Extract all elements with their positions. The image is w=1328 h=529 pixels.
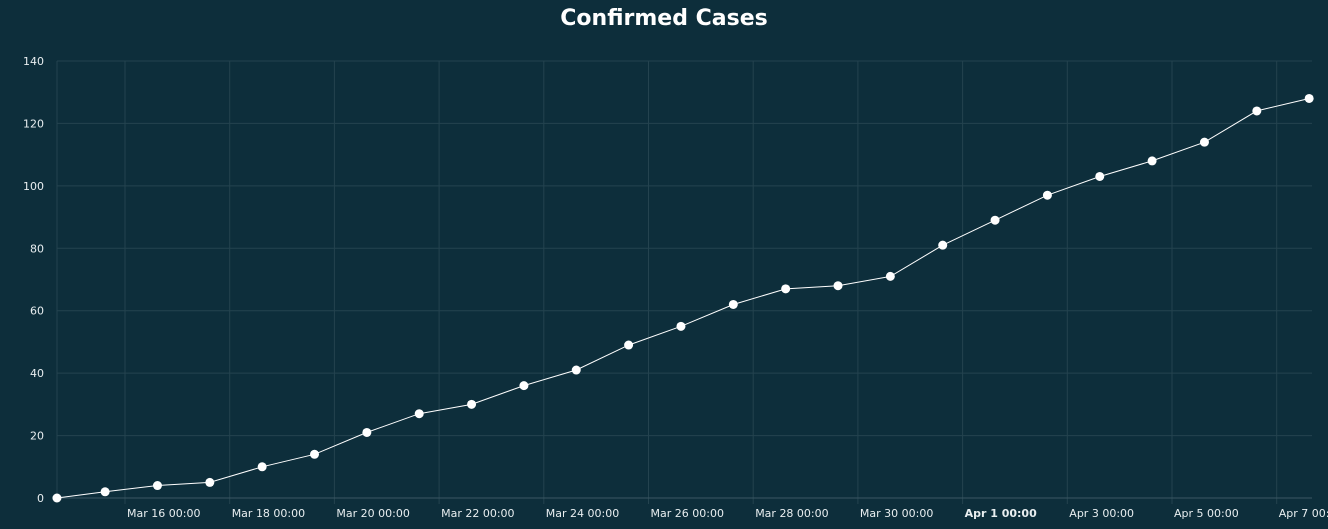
x-tick-label: Mar 16 00:00 <box>127 507 200 520</box>
data-point <box>257 462 267 472</box>
data-point <box>467 399 477 409</box>
data-point <box>152 481 162 491</box>
y-tick-label: 100 <box>23 180 44 193</box>
data-point <box>885 271 895 281</box>
data-point <box>1199 137 1209 147</box>
data-point <box>781 284 791 294</box>
data-point <box>205 477 215 487</box>
data-point <box>728 299 738 309</box>
x-tick-label: Mar 28 00:00 <box>755 507 828 520</box>
data-point <box>362 427 372 437</box>
y-tick-label: 140 <box>23 55 44 68</box>
data-point <box>414 409 424 419</box>
data-point <box>519 381 529 391</box>
data-point <box>624 340 634 350</box>
data-point <box>310 449 320 459</box>
chart-title: Confirmed Cases <box>560 6 768 31</box>
y-tick-label: 40 <box>30 367 44 380</box>
data-point <box>52 493 62 503</box>
x-tick-label: Mar 18 00:00 <box>232 507 305 520</box>
series-line <box>56 98 1310 499</box>
x-tick-label: Mar 20 00:00 <box>336 507 409 520</box>
y-tick-label: 80 <box>30 242 44 255</box>
y-tick-label: 20 <box>30 430 44 443</box>
data-point <box>938 240 948 250</box>
data-point <box>833 281 843 291</box>
data-point <box>1304 93 1314 103</box>
data-point <box>1252 106 1262 116</box>
y-tick-label: 120 <box>23 117 44 130</box>
y-tick-label: 0 <box>37 492 44 505</box>
data-point <box>676 321 686 331</box>
x-tick-label: Mar 24 00:00 <box>546 507 619 520</box>
data-point <box>990 215 1000 225</box>
x-tick-label: Apr 3 00:00 <box>1069 507 1134 520</box>
data-point <box>1042 190 1052 200</box>
y-tick-label: 60 <box>30 305 44 318</box>
data-point <box>100 487 110 497</box>
x-tick-label: Mar 30 00:00 <box>860 507 933 520</box>
x-tick-label: Apr 5 00:00 <box>1174 507 1239 520</box>
data-point <box>1095 171 1105 181</box>
x-tick-label: Apr 7 00:00 <box>1279 507 1328 520</box>
x-tick-label: Apr 1 00:00 <box>965 507 1037 520</box>
data-point <box>1147 156 1157 166</box>
data-point <box>571 365 581 375</box>
x-tick-label: Mar 22 00:00 <box>441 507 514 520</box>
x-tick-label: Mar 26 00:00 <box>651 507 724 520</box>
